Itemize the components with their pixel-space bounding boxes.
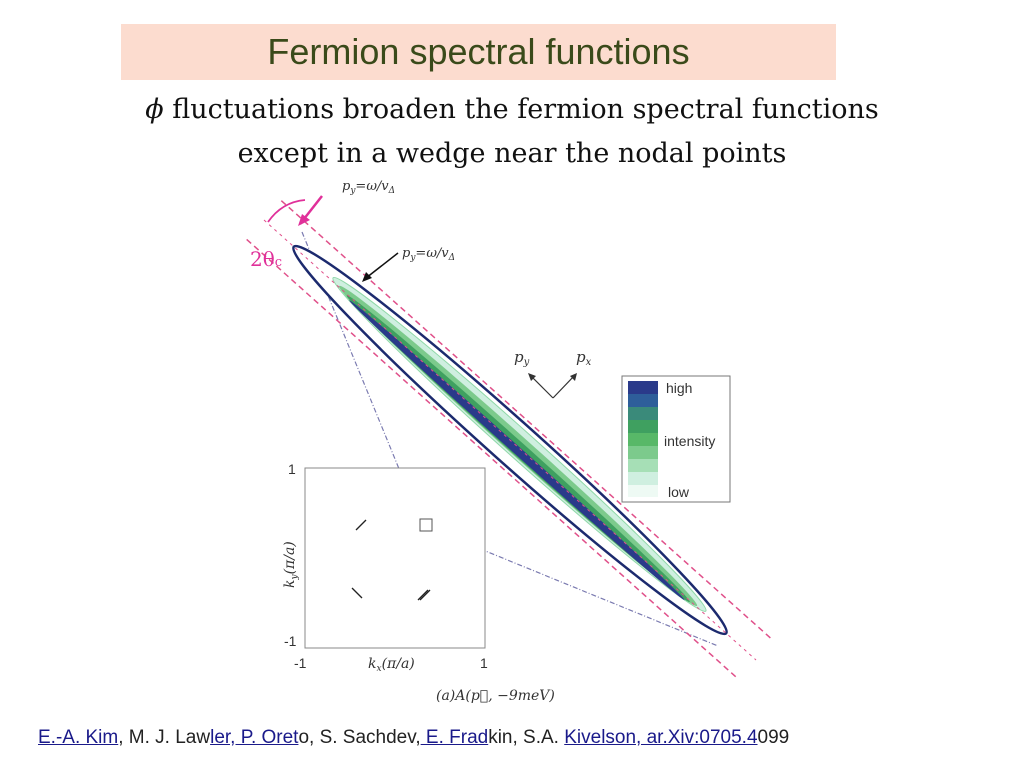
inset-x-left: -1 xyxy=(294,655,307,671)
momentum-axes: py px xyxy=(514,348,592,399)
spectral-plot xyxy=(246,200,774,680)
citation-link-arxiv[interactable]: Kivelson, ar.Xiv:0705.4 xyxy=(564,727,758,748)
brillouin-inset: 1 -1 -1 1 kx(π/a) ky(π/a) (a)A(p⃗, −9meV… xyxy=(282,461,555,704)
inset-y-bottom: -1 xyxy=(284,633,297,649)
legend-intensity-label: intensity xyxy=(664,433,715,449)
inset-xlabel: kx(π/a) xyxy=(368,656,415,674)
angle-marker: 2θc xyxy=(250,195,323,271)
py-top-label: py=ω/vΔ xyxy=(342,179,395,196)
citation: E.-A. Kim, M. J. Lawler, P. Oreto, S. Sa… xyxy=(38,727,789,749)
inset-ylabel: ky(π/a) xyxy=(282,541,300,588)
title-box: Fermion spectral functions xyxy=(121,24,836,80)
subtitle-line-1-text: fluctuations broaden the fermion spectra… xyxy=(163,94,879,125)
theta-label: 2θc xyxy=(250,247,282,271)
citation-link-kim[interactable]: E.-A. Kim xyxy=(38,727,119,748)
py-labels: py=ω/vΔ py=ω/vΔ xyxy=(342,179,455,282)
citation-text-4: 099 xyxy=(757,727,790,748)
citation-text-1: , M. J. Law xyxy=(118,727,211,748)
citation-link-lawler[interactable]: ler, P. Oret xyxy=(210,727,299,748)
axis-py-label: py xyxy=(514,348,530,368)
figure-caption: (a)A(p⃗, −9meV) xyxy=(436,688,555,704)
citation-text-2: o, S. Sachdev, xyxy=(298,727,421,748)
axis-px-label: px xyxy=(576,348,592,368)
subtitle-line-2: except in a wedge near the nodal points xyxy=(237,138,787,169)
inset-x-right: 1 xyxy=(480,655,488,671)
spectral-figure: high intensity low 2θc py=ω/vΔ py=ω/vΔ xyxy=(246,179,774,704)
phi-symbol: ϕ xyxy=(145,94,164,125)
inset-y-top: 1 xyxy=(288,461,296,477)
subtitle-line-1: ϕ fluctuations broaden the fermion spect… xyxy=(0,94,1024,125)
py-mid-label: py=ω/vΔ xyxy=(402,246,455,263)
citation-text-3: kin, S.A. xyxy=(488,727,565,748)
legend-low-label: low xyxy=(668,484,690,500)
legend-high-label: high xyxy=(666,380,692,396)
slide-title: Fermion spectral functions xyxy=(267,31,690,72)
intensity-legend: high intensity low xyxy=(621,375,731,503)
citation-link-fradkin[interactable]: E. Frad xyxy=(420,727,489,748)
